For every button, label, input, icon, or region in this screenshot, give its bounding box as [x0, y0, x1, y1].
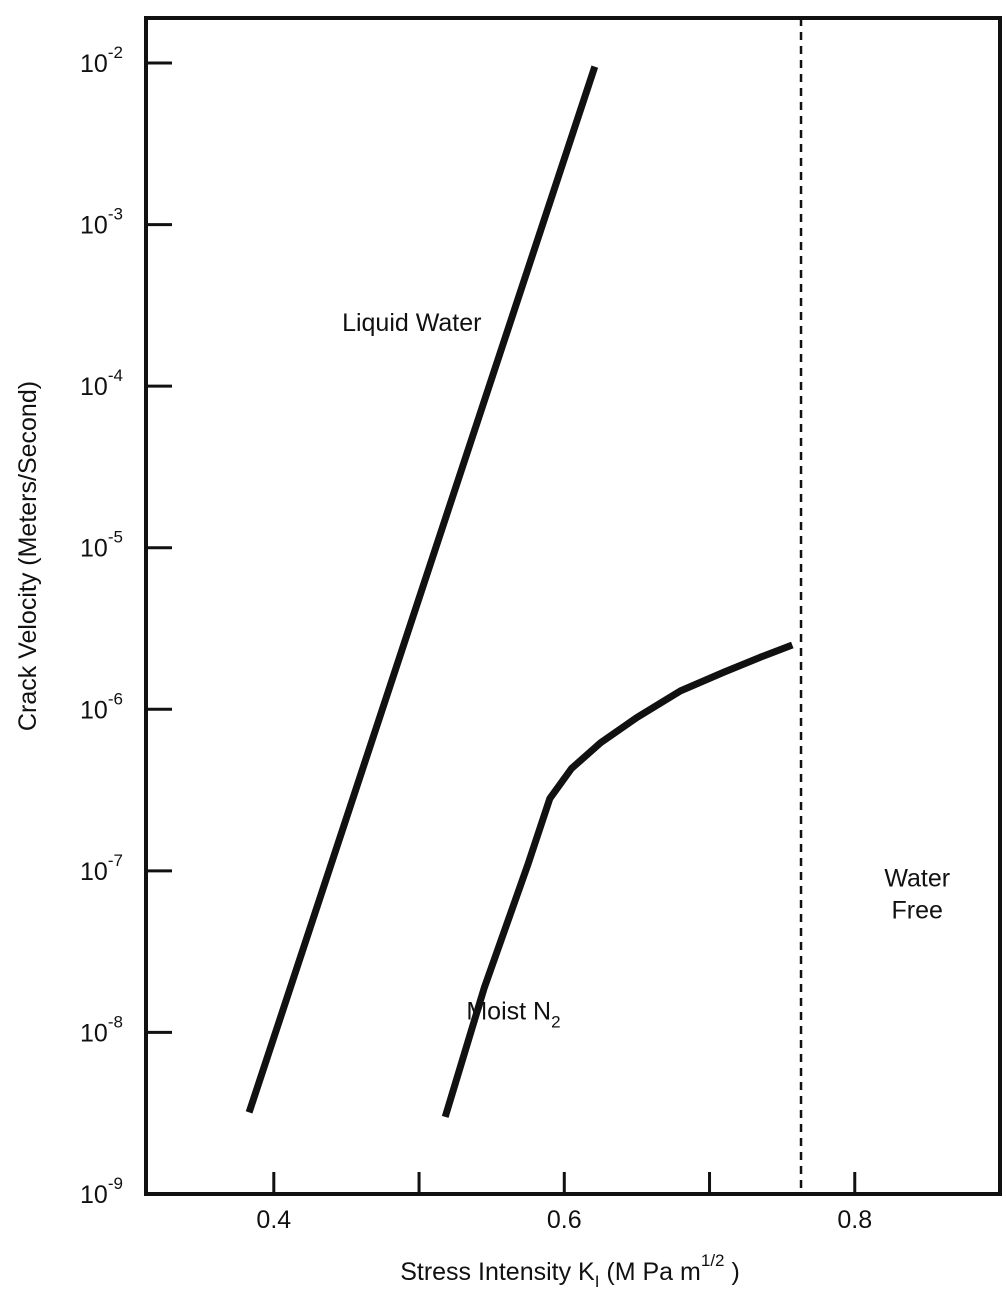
- data-series: [245, 65, 794, 1118]
- series-line-liquid-water: [245, 65, 599, 1114]
- annotations: Liquid Water Moist N2 Water Free: [342, 309, 950, 1032]
- y-tick-label: 10-8: [80, 1012, 123, 1047]
- annotation-label: Moist N2: [466, 998, 560, 1032]
- x-tick-label: 0.4: [256, 1206, 291, 1234]
- y-tick-label: 10-3: [80, 205, 123, 240]
- annotation-label: Water Free: [884, 865, 950, 925]
- x-axis-ticks: 0.4 0.6 0.8: [256, 1172, 872, 1234]
- series-line-moist-n2: [441, 641, 794, 1118]
- y-tick-label: 10-2: [80, 43, 123, 78]
- y-tick-label: 10-7: [80, 851, 123, 886]
- y-axis-ticks: 10-9 10-8 10-7 10-6 10-5 10-4 10-3 10-2: [80, 43, 172, 1209]
- y-tick-label: 10-9: [80, 1174, 123, 1209]
- annotation-label: Liquid Water: [342, 309, 481, 337]
- y-tick-label: 10-6: [80, 689, 123, 724]
- y-axis-label: Crack Velocity (Meters/Second): [14, 381, 42, 731]
- plot-frame: [144, 16, 1002, 1196]
- x-axis-label: Stress Intensity KI (M Pa m1/2 ): [400, 1251, 740, 1291]
- x-tick-label: 0.8: [837, 1206, 872, 1234]
- y-tick-label: 10-5: [80, 528, 123, 563]
- y-tick-label: 10-4: [80, 366, 123, 401]
- x-tick-label: 0.6: [547, 1206, 582, 1234]
